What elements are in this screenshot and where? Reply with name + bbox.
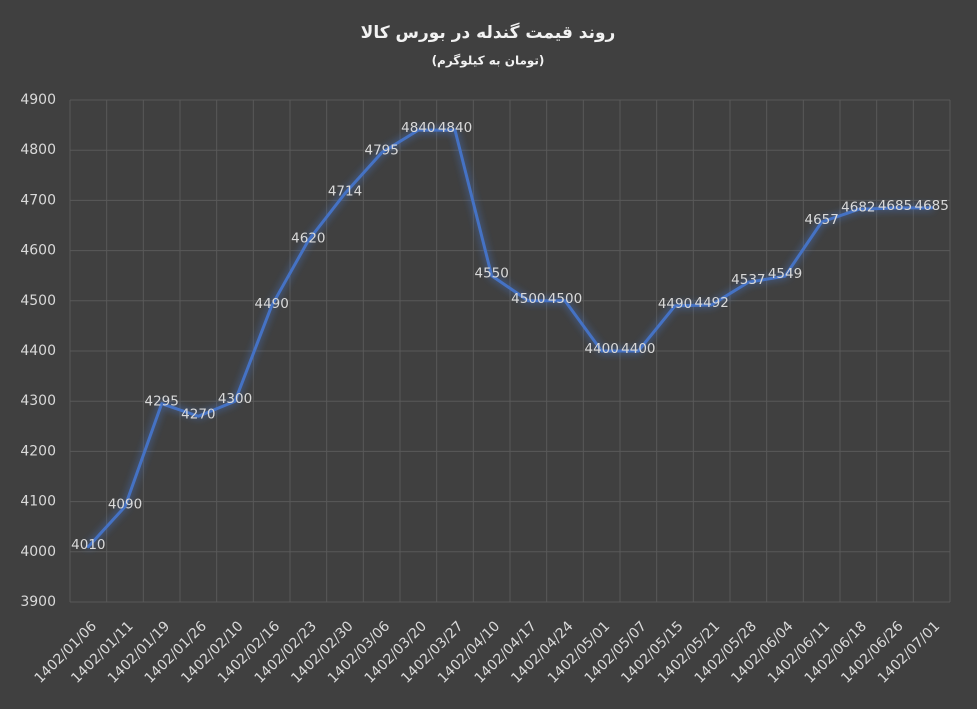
data-label: 4714 [328,183,362,199]
data-label: 4295 [144,394,178,410]
data-label: 4400 [584,341,618,357]
data-label: 4490 [658,296,692,312]
y-tick-label: 4000 [20,544,56,560]
data-label: 4795 [364,143,398,159]
data-label: 4400 [621,341,655,357]
chart-subtitle: (تومان به کیلوگرم) [432,54,545,69]
data-label: 4010 [71,537,105,553]
y-tick-label: 4800 [20,142,56,158]
data-label: 4270 [181,406,215,422]
y-tick-label: 4700 [20,192,56,208]
data-label: 4500 [548,291,582,307]
y-tick-label: 4200 [20,443,56,459]
y-tick-label: 4100 [20,494,56,510]
data-label: 4090 [108,497,142,513]
data-label: 4550 [474,266,508,282]
data-label: 4685 [878,198,912,214]
y-tick-label: 4500 [20,293,56,309]
data-label: 4657 [804,212,838,228]
data-label: 4549 [768,266,802,282]
data-label: 4500 [511,291,545,307]
data-label: 4537 [731,272,765,288]
data-label: 4300 [218,391,252,407]
y-tick-label: 4600 [20,243,56,259]
data-label: 4490 [254,296,288,312]
y-tick-label: 4300 [20,393,56,409]
data-label: 4685 [914,198,948,214]
y-tick-label: 4400 [20,343,56,359]
data-label: 4620 [291,231,325,247]
data-label: 4840 [401,120,435,136]
y-tick-label: 4900 [20,92,56,108]
data-label: 4492 [694,295,728,311]
data-label: 4682 [841,199,875,215]
line [86,128,934,549]
chart-title: روند قیمت گندله در بورس کالا [361,22,616,43]
y-tick-label: 3900 [20,594,56,610]
data-label: 4840 [438,120,472,136]
